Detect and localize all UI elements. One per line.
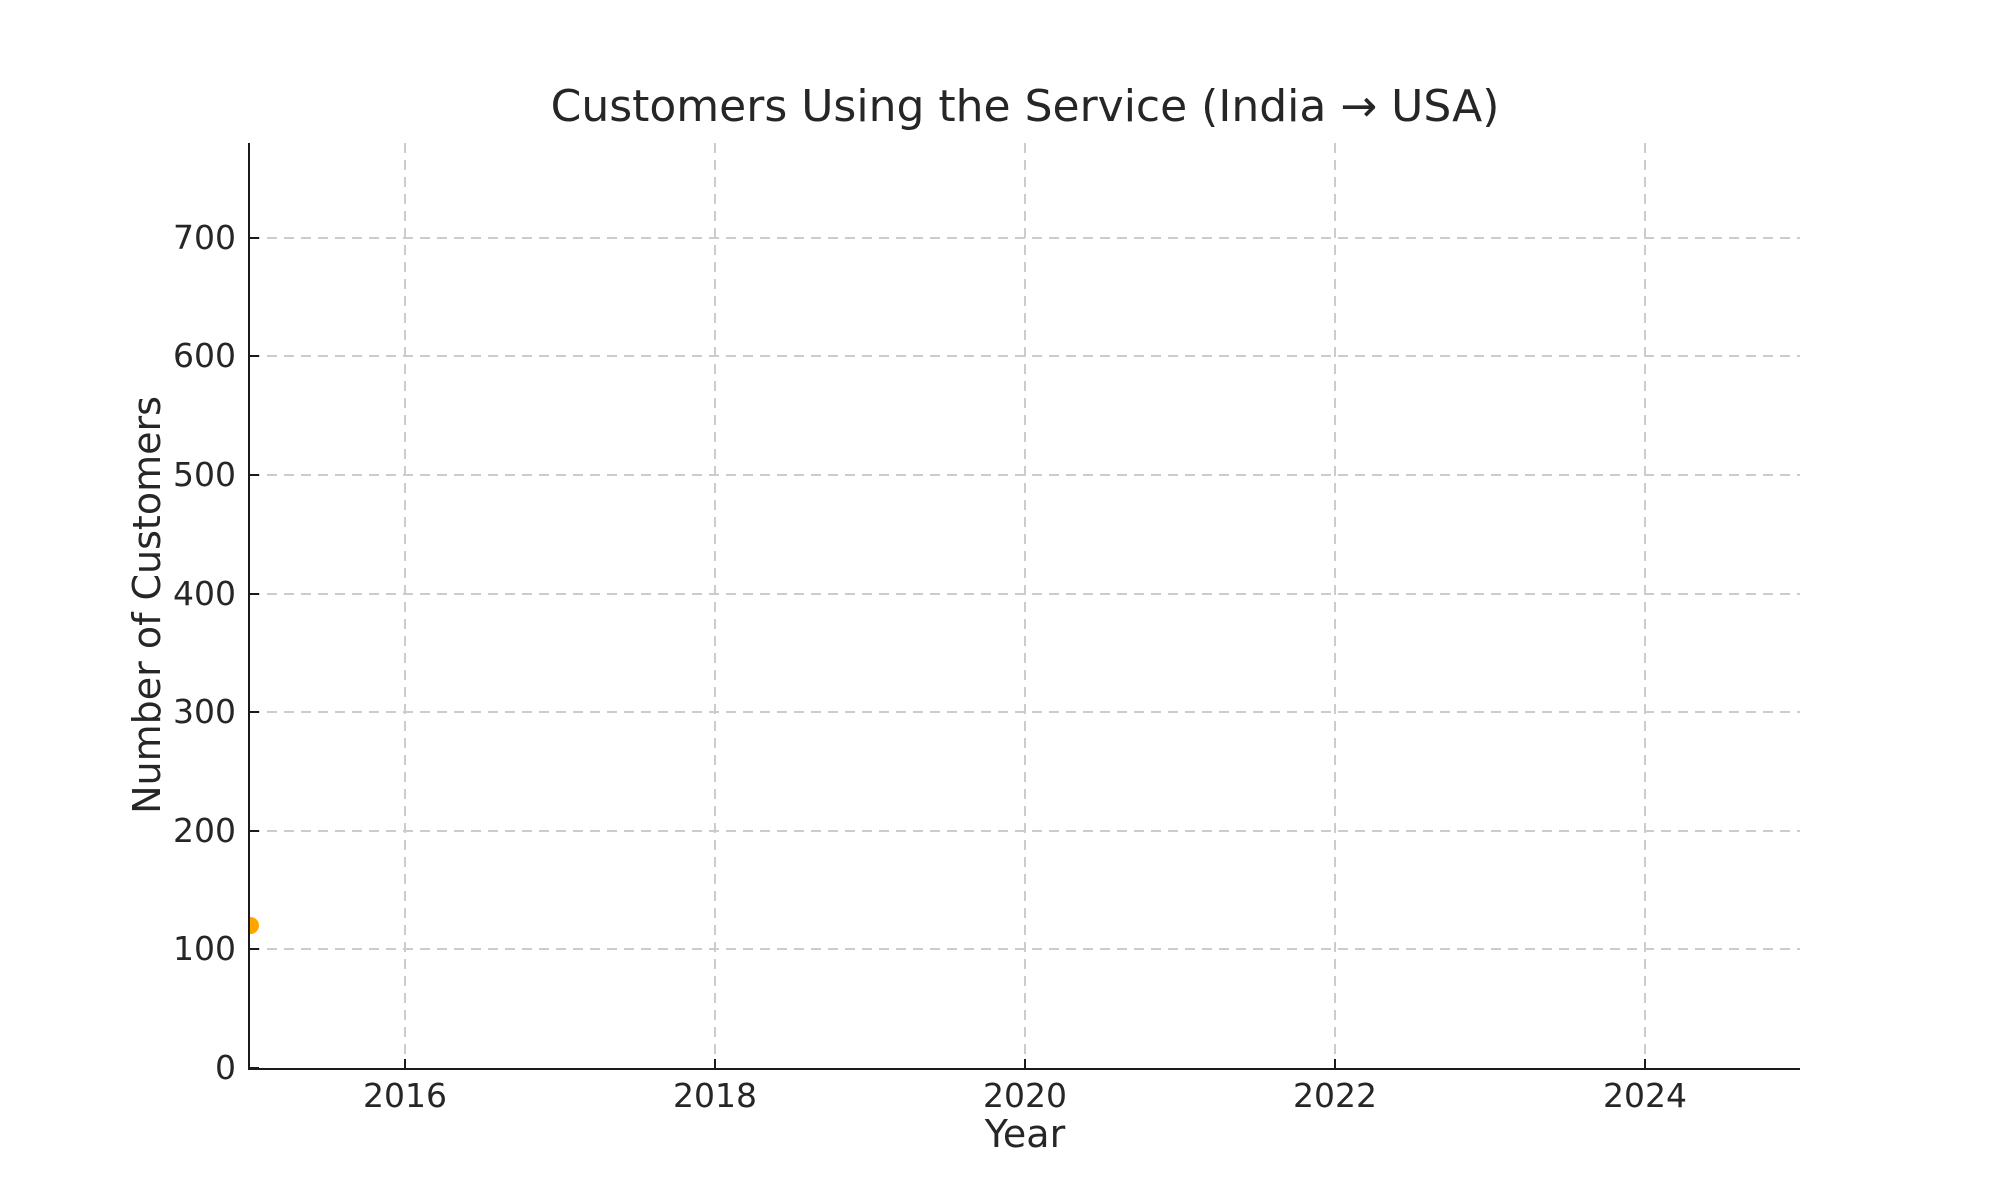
x-tick-mark: [404, 1059, 406, 1068]
gridline-vertical: [1334, 143, 1336, 1068]
x-tick-mark: [1644, 1059, 1646, 1068]
y-tick-mark: [250, 1067, 259, 1068]
y-tick-mark: [250, 711, 259, 714]
gridline-vertical: [1024, 143, 1026, 1068]
y-tick-mark: [250, 592, 259, 595]
y-tick-label: 100: [173, 929, 236, 969]
plot-area: [248, 143, 1800, 1070]
x-tick-mark: [1024, 1059, 1026, 1068]
x-tick-mark: [1334, 1059, 1336, 1068]
gridline-vertical: [1644, 143, 1646, 1068]
y-tick-label: 300: [173, 692, 236, 732]
y-tick-mark: [250, 236, 259, 239]
y-tick-label: 600: [173, 336, 236, 376]
x-tick-label: 2022: [1293, 1076, 1377, 1115]
x-tick-label: 2018: [673, 1076, 757, 1115]
y-tick-label: 200: [173, 810, 236, 850]
data-point: [250, 917, 259, 935]
x-axis-label: Year: [984, 1112, 1066, 1156]
gridline-vertical: [404, 143, 406, 1068]
x-tick-label: 2020: [983, 1076, 1067, 1115]
y-tick-mark: [250, 948, 259, 951]
y-tick-label: 500: [173, 455, 236, 495]
y-tick-mark: [250, 355, 259, 358]
x-tick-label: 2016: [363, 1076, 447, 1115]
chart-title: Customers Using the Service (India → USA…: [550, 81, 1500, 132]
y-tick-label: 700: [173, 217, 236, 257]
x-tick-label: 2024: [1603, 1076, 1687, 1115]
y-tick-label: 400: [173, 573, 236, 613]
y-tick-label: 0: [215, 1048, 236, 1087]
gridline-vertical: [714, 143, 716, 1068]
y-tick-mark: [250, 474, 259, 477]
x-tick-mark: [714, 1059, 716, 1068]
y-tick-mark: [250, 829, 259, 832]
